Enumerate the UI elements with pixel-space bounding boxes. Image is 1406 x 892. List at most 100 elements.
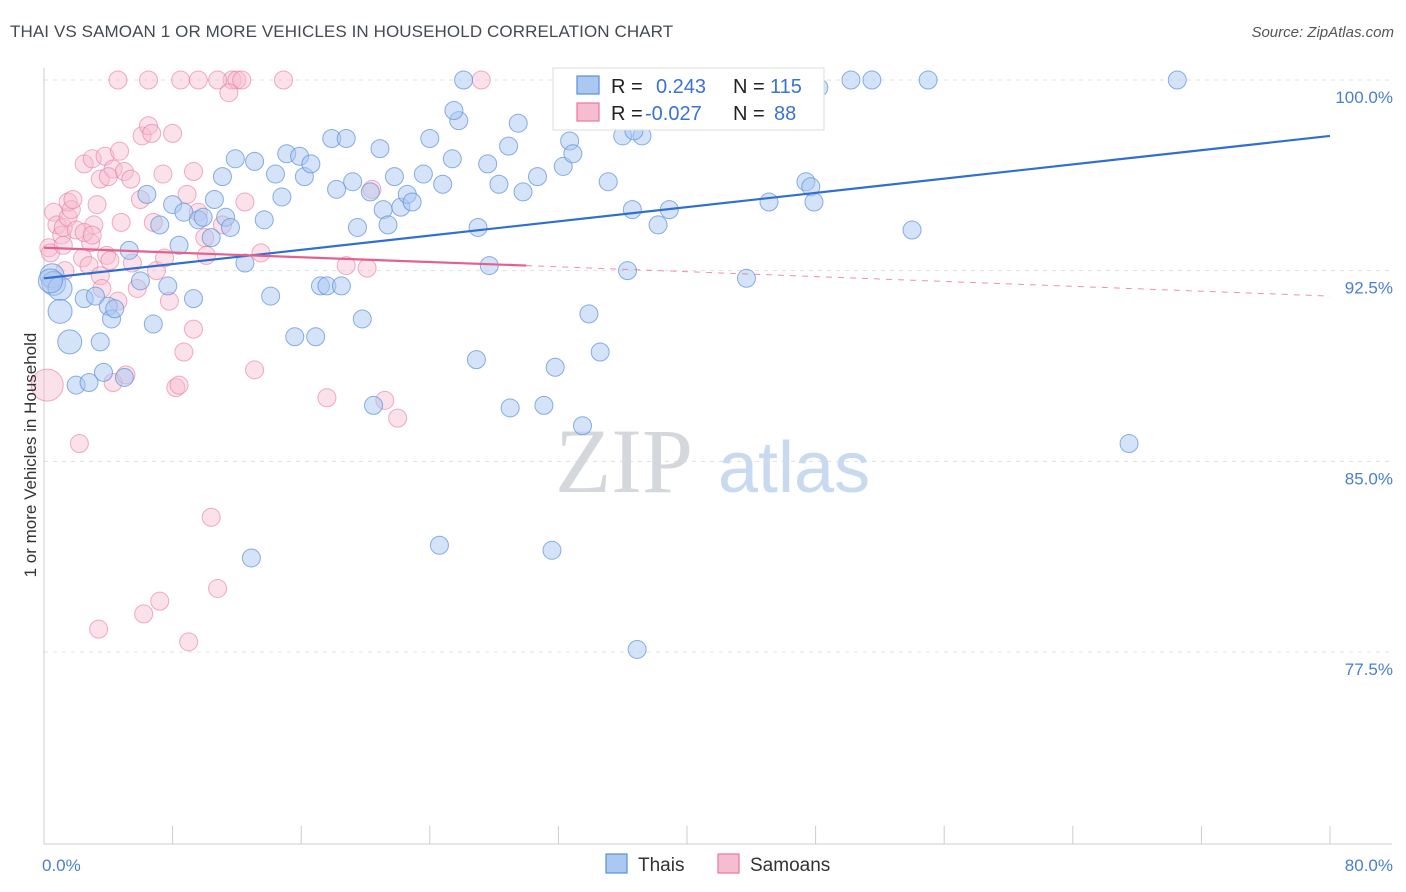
thai-point	[500, 398, 520, 418]
samoan-point	[183, 319, 203, 339]
samoan-points	[30, 70, 491, 652]
samoan-n-value: 88	[774, 103, 796, 125]
thai-point	[384, 167, 404, 187]
thai-point	[479, 256, 499, 276]
thai-point	[489, 174, 509, 194]
samoan-point	[61, 200, 81, 220]
thai-point	[254, 210, 274, 230]
thai-point	[336, 128, 356, 148]
thai-swatch	[576, 75, 600, 95]
samoan-point	[63, 189, 83, 209]
thai-point	[364, 395, 384, 415]
thai-point	[245, 151, 265, 171]
thai-point	[1119, 434, 1139, 454]
samoan-r-label: R =	[611, 103, 643, 125]
thai-point	[433, 174, 453, 194]
thai-point	[759, 192, 779, 212]
thai-point	[193, 207, 213, 227]
watermark-atlas: atlas	[718, 428, 870, 508]
thai-point	[841, 70, 861, 90]
samoan-point	[317, 388, 337, 408]
samoan-point	[471, 70, 491, 90]
samoan-point	[121, 169, 141, 189]
thai-point	[360, 182, 380, 202]
thai-point	[235, 253, 255, 273]
thai-point	[261, 286, 281, 306]
samoan-point	[138, 70, 158, 90]
thai-point	[478, 154, 498, 174]
thai-point	[285, 327, 305, 347]
thai-point	[137, 184, 157, 204]
thai-point	[513, 182, 533, 202]
samoan-point	[245, 360, 265, 380]
samoan-point	[52, 225, 72, 245]
thai-point	[370, 139, 390, 159]
thai-point	[804, 192, 824, 212]
thai-point	[225, 149, 245, 169]
thai-point	[201, 228, 221, 248]
samoan-point	[74, 223, 94, 243]
thai-point	[590, 342, 610, 362]
thai-point	[47, 298, 73, 324]
thai-point	[918, 70, 938, 90]
thai-point	[352, 309, 372, 329]
thai-point	[444, 101, 464, 121]
thai-point	[862, 70, 882, 90]
thai-point	[150, 215, 170, 235]
legend-samoans-label: Samoans	[750, 855, 830, 876]
samoan-point	[219, 83, 239, 103]
samoan-point	[174, 342, 194, 362]
samoan-point	[171, 70, 191, 90]
samoan-point	[357, 258, 377, 278]
samoan-point	[58, 192, 78, 212]
samoan-n-label: N =	[733, 103, 765, 125]
samoan-point	[84, 215, 104, 235]
thai-point	[466, 350, 486, 370]
thai-point	[648, 215, 668, 235]
samoan-point	[336, 256, 356, 276]
thai-point	[158, 276, 178, 296]
thai-point	[265, 164, 285, 184]
samoan-point	[388, 408, 408, 428]
thai-point	[499, 136, 519, 156]
thai-points	[37, 70, 1187, 659]
x-tick-labels: 0.0% 80.0%	[42, 856, 1393, 875]
thai-point	[130, 271, 150, 291]
samoan-point	[138, 116, 158, 136]
thai-point	[90, 332, 110, 352]
samoan-point	[153, 164, 173, 184]
x-tick-label: 80.0%	[1345, 856, 1393, 875]
samoan-point	[179, 632, 199, 652]
samoan-point	[235, 192, 255, 212]
samoan-point	[274, 70, 294, 90]
thai-point	[241, 548, 261, 568]
samoan-point	[89, 619, 109, 639]
thai-point	[902, 220, 922, 240]
samoan-point	[98, 167, 118, 187]
thai-point	[301, 154, 321, 174]
thai-point	[204, 189, 224, 209]
thai-point	[468, 217, 488, 237]
samoan-point	[169, 375, 189, 395]
legend-thais-label: Thais	[638, 855, 684, 876]
samoan-point	[53, 235, 73, 255]
samoan-point	[222, 70, 242, 90]
thai-point	[105, 299, 125, 319]
samoan-point	[208, 578, 228, 598]
trend-lines	[43, 134, 1331, 297]
samoan-point	[134, 604, 154, 624]
samoan-point	[69, 434, 89, 454]
samoan-point	[201, 507, 221, 527]
samoan-point	[108, 70, 128, 90]
thai-point	[327, 179, 347, 199]
thai-point	[183, 289, 203, 309]
samoan-point	[183, 162, 203, 182]
thai-point	[420, 128, 440, 148]
thai-point	[622, 200, 642, 220]
samoan-trend-extension	[526, 265, 1331, 297]
thai-point	[169, 235, 189, 255]
samoan-point	[142, 123, 162, 143]
samoan-point	[30, 368, 64, 402]
thai-point	[442, 149, 462, 169]
